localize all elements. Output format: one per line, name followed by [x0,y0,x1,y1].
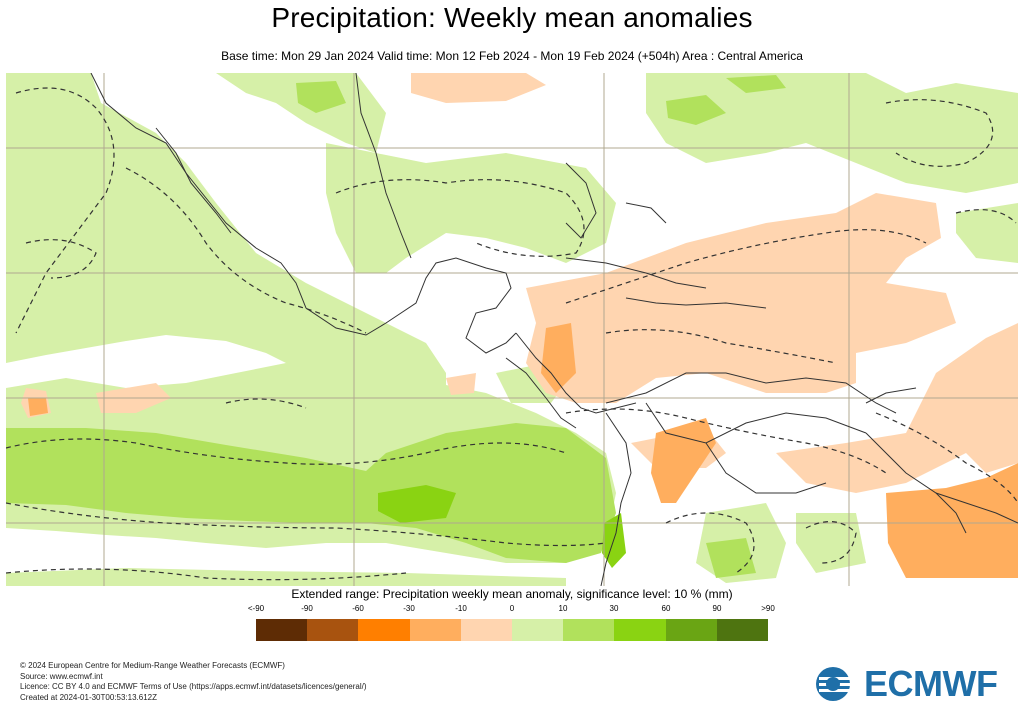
legend-label: >90 [761,604,775,613]
coastlines [90,73,1018,586]
logo-text: ECMWF [864,663,998,704]
legend-swatch [512,619,564,641]
ecmwf-logo[interactable]: ECMWF [815,663,998,704]
legend-swatch [409,619,461,641]
legend-swatch [614,619,666,641]
legend-swatch [358,619,410,641]
footer-created: Created at 2024-01-30T00:53:13.612Z [20,692,157,702]
legend-label: 90 [712,604,722,613]
ecmwf-logo-icon [816,667,859,701]
legend-swatch [460,619,513,641]
legend-label: -10 [455,604,467,613]
legend-label: 0 [509,604,515,613]
legend-labels: <-90 -90 -60 -30 -10 0 10 30 60 90 >90 [0,604,1024,616]
legend-swatch [307,619,359,641]
page-subtitle: Base time: Mon 29 Jan 2024 Valid time: M… [221,49,803,63]
legend-label: <-90 [247,604,265,613]
wet-mid-areas [6,75,786,578]
map-grid [6,73,1018,586]
legend-label: -30 [403,604,415,613]
legend-swatch [665,619,717,641]
legend-label: 30 [609,604,619,613]
legend-label: -60 [352,604,364,613]
footer-licence: Licence: CC BY 4.0 and ECMWF Terms of Us… [20,682,367,691]
page-title: Precipitation: Weekly mean anomalies [271,2,753,33]
legend-title: Extended range: Precipitation weekly mea… [291,587,733,601]
footer-source: Source: www.ecmwf.int [20,671,103,681]
dry-mid-areas [28,323,1018,578]
significance-contours [6,87,1018,581]
footer: © 2024 European Centre for Medium-Range … [20,661,367,703]
legend-label: 60 [661,604,671,613]
legend-label: -90 [301,604,313,613]
legend-colorbar [256,619,769,641]
anomaly-map[interactable] [6,73,1018,586]
legend-swatch [563,619,615,641]
legend-swatch [716,619,769,641]
legend-swatch [256,619,308,641]
footer-copyright: © 2024 European Centre for Medium-Range … [20,661,285,670]
legend-label: 10 [558,604,568,613]
